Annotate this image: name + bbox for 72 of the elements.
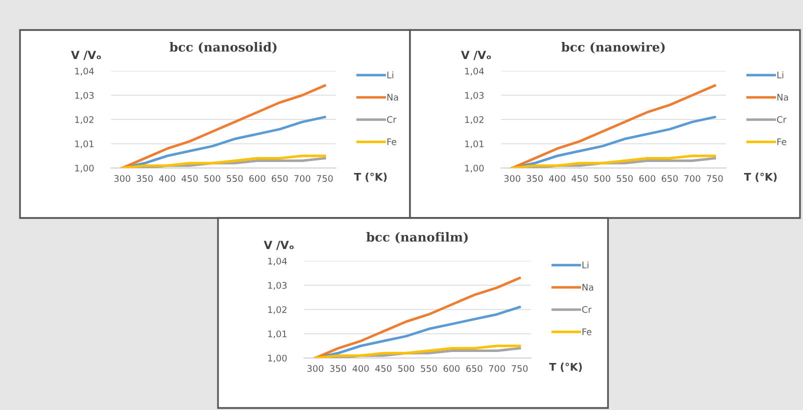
legend-label: Fe [777,138,786,146]
x-tick-label: 600 [249,175,266,182]
x-tick-label: 400 [352,365,369,372]
x-tick-label: 750 [316,175,333,182]
x-tick-label: 350 [136,175,153,182]
x-tick-label: 600 [639,175,656,182]
y-tick-label: 1,02 [268,306,286,314]
x-tick-label: 750 [706,175,723,182]
x-tick-label: 550 [226,175,243,182]
x-tick-label: 300 [504,175,520,182]
x-tick-label: 400 [549,175,566,182]
legend-label: Li [777,71,784,78]
x-tick-label: 550 [420,365,437,372]
y-axis-title: V /Vₒ [71,50,101,60]
legend-label: Li [582,261,588,268]
chart-title: bcc (nanofilm) [366,232,468,244]
line-series [121,84,326,168]
x-tick-label: 450 [182,175,198,182]
x-tick-label: 650 [272,175,288,182]
x-tick-label: 700 [684,175,700,182]
y-tick-label: 1,04 [268,258,287,266]
y-axis-title: V /Vₒ [264,240,294,250]
x-tick-label: 600 [444,365,460,372]
x-tick-label: 300 [114,175,130,182]
chart-title: bcc (nanowire) [561,42,665,54]
y-tick-label: 1,03 [268,282,287,290]
legend-label: Cr [387,116,397,123]
legend-label: Cr [777,116,787,123]
line-series [314,276,521,358]
x-tick-label: 650 [466,365,482,372]
y-tick-label: 1,02 [75,116,94,124]
x-tick-label: 700 [489,365,505,372]
legend-label: Li [387,71,394,78]
legend-label: Na [777,94,788,101]
legend-label: Fe [387,138,396,146]
line-series [511,84,716,168]
x-tick-label: 450 [375,365,392,372]
y-tick-label: 1,02 [465,116,484,124]
line-series [121,154,326,168]
y-tick-label: 1,03 [75,92,94,100]
y-tick-label: 1,04 [75,68,94,76]
x-axis-title: T (°K) [354,172,387,182]
x-axis-title: T (°K) [744,172,777,182]
legend-label: Na [582,284,594,291]
y-tick-label: 1,01 [268,330,286,338]
legend-label: Cr [582,306,592,313]
y-tick-label: 1,03 [465,92,484,100]
x-tick-label: 350 [330,365,346,372]
x-tick-label: 450 [572,175,588,182]
legend-label: Na [387,94,398,101]
line-series [314,344,521,358]
x-tick-label: 550 [616,175,633,182]
legend-label: Fe [582,328,592,336]
x-tick-label: 300 [307,365,324,372]
x-tick-label: 500 [594,175,610,182]
x-tick-label: 400 [159,175,176,182]
y-axis-title: V /Vₒ [461,50,491,60]
line-series [511,154,716,168]
x-axis-title: T (°K) [549,362,582,372]
x-tick-label: 700 [294,175,310,182]
x-tick-label: 750 [512,365,528,372]
y-tick-label: 1,01 [465,140,484,148]
y-tick-label: 1,04 [465,68,484,76]
y-tick-label: 1,00 [465,164,484,172]
y-tick-label: 1,00 [268,354,287,362]
x-tick-label: 500 [398,365,414,372]
chart-title: bcc (nanosolid) [170,42,276,54]
y-tick-label: 1,00 [75,164,94,172]
x-tick-label: 500 [204,175,220,182]
y-tick-label: 1,01 [75,140,94,148]
x-tick-label: 350 [526,175,543,182]
x-tick-label: 650 [662,175,678,182]
